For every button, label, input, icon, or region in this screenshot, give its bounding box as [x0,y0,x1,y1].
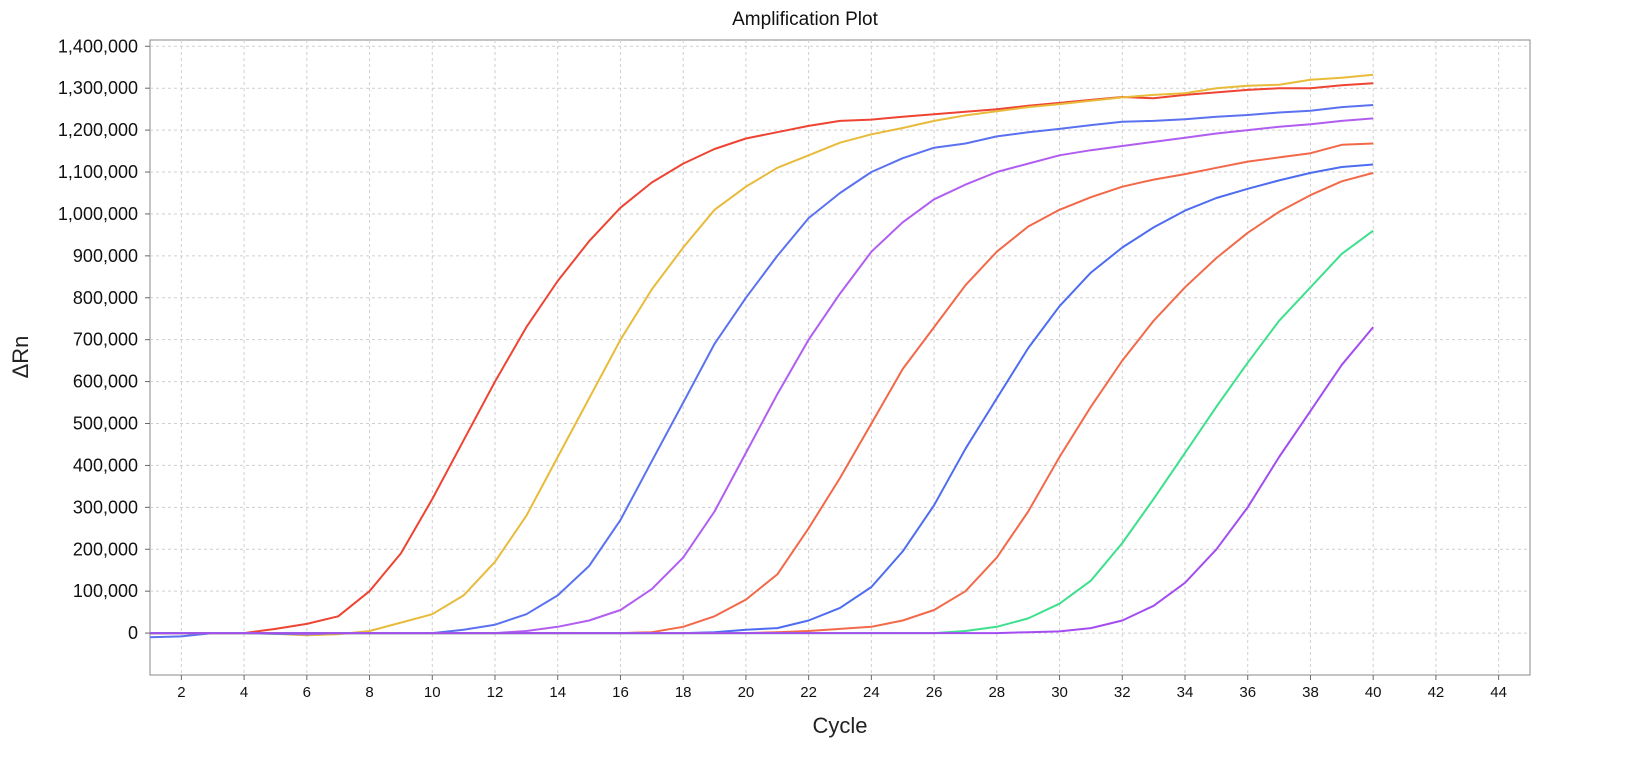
chart-title: Amplification Plot [732,9,878,30]
x-tick-label: 10 [424,684,441,701]
x-tick-label: 18 [675,684,692,701]
x-tick-label: 20 [738,684,755,701]
x-tick-label: 40 [1365,684,1382,701]
x-axis-label: Cycle [812,713,867,738]
grid-lines [150,40,1530,675]
y-tick-label: 800,000 [73,288,138,308]
y-tick-label: 300,000 [73,497,138,517]
x-tick-label: 16 [612,684,629,701]
x-tick-label: 14 [549,684,566,701]
x-tick-label: 26 [926,684,943,701]
y-tick-label: 400,000 [73,455,138,475]
x-tick-label: 34 [1177,684,1194,701]
x-tick-label: 22 [800,684,817,701]
y-tick-label: 100,000 [73,581,138,601]
x-tick-label: 6 [303,684,311,701]
y-tick-label: 700,000 [73,330,138,350]
x-tick-label: 2 [177,684,185,701]
y-axis-ticks: 0 100,000 200,000 300,000 400,000 500,000 600,… [58,36,150,643]
x-tick-label: 30 [1051,684,1068,701]
y-tick-label: 500,000 [73,414,138,434]
x-tick-label: 4 [240,684,248,701]
x-tick-label: 36 [1239,684,1256,701]
y-axis-label: ΔRn [8,336,33,379]
x-tick-label: 24 [863,684,880,701]
series-line-9 [150,326,1374,635]
y-tick-label: 1,300,000 [58,78,138,98]
x-tick-label: 38 [1302,684,1319,701]
series-line-1 [150,82,1374,635]
x-tick-label: 12 [487,684,504,701]
y-tick-label: 1,100,000 [58,162,138,182]
y-tick-label: 600,000 [73,372,138,392]
series-lines [149,73,1374,639]
x-tick-label: 42 [1428,684,1445,701]
x-tick-label: 28 [988,684,1005,701]
y-tick-label: 200,000 [73,539,138,559]
y-tick-label: 1,200,000 [58,120,138,140]
x-tick-label: 32 [1114,684,1131,701]
x-tick-label: 44 [1490,684,1507,701]
x-axis-ticks: 2 4 6 8 10 12 14 16 18 20 22 24 26 28 30 32 34 36 38 40 42 44 [177,675,1507,701]
plot-area [149,39,1531,676]
y-tick-label: 1,000,000 [58,204,138,224]
y-tick-label: 0 [128,623,138,643]
x-tick-label: 8 [365,684,373,701]
y-tick-label: 900,000 [73,246,138,266]
y-tick-label: 1,400,000 [58,36,138,56]
